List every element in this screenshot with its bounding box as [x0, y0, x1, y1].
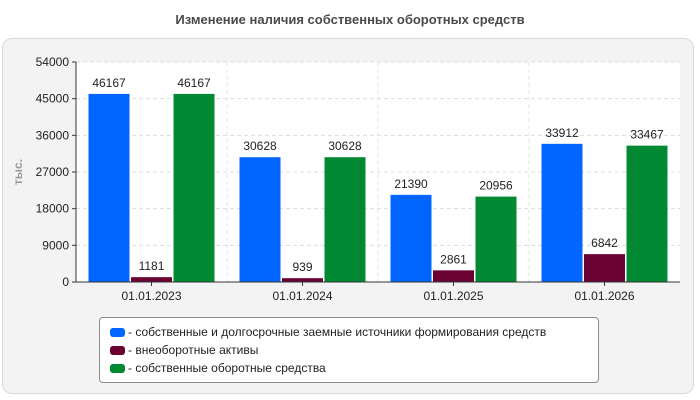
y-tick-label: 9000: [42, 238, 69, 252]
data-label: 939: [292, 260, 312, 274]
bar-2-2: [282, 278, 323, 282]
bar-3-2: [324, 157, 366, 282]
legend-swatch-working-capital: [110, 363, 125, 373]
x-tick-label: 01.01.2023: [121, 289, 181, 303]
chart-title: Изменение наличия собственных оборотных …: [175, 12, 525, 27]
bar-1-3: [390, 194, 432, 282]
y-tick-label: 27000: [36, 165, 70, 179]
legend-item-sources: - собственные и долгосрочные заемные ист…: [110, 323, 598, 341]
data-label: 46167: [177, 76, 211, 90]
bar-1-2: [239, 157, 281, 282]
bar-2-3: [433, 270, 474, 282]
y-tick-label: 36000: [36, 128, 70, 142]
y-axis-label: тыс.: [11, 159, 25, 185]
y-tick-label: 18000: [36, 202, 70, 216]
bar-3-3: [475, 196, 517, 282]
legend-label-noncurrent-assets: - внеоборотные активы: [128, 343, 259, 357]
legend-item-working-capital: - собственные оборотные средства: [110, 359, 598, 377]
data-label: 2861: [440, 252, 467, 266]
legend-item-noncurrent-assets: - внеоборотные активы: [110, 341, 598, 359]
bar-2-1: [131, 277, 172, 282]
x-tick-label: 01.01.2024: [272, 289, 332, 303]
data-label: 30628: [243, 139, 277, 153]
legend-swatch-sources: [110, 327, 125, 337]
y-tick-label: 54000: [36, 55, 70, 69]
bar-3-1: [173, 93, 215, 282]
x-tick-label: 01.01.2026: [574, 289, 634, 303]
legend-label-sources: - собственные и долгосрочные заемные ист…: [128, 325, 547, 339]
data-label: 1181: [139, 259, 165, 273]
chart-legend: - собственные и долгосрочные заемные ист…: [99, 317, 599, 383]
legend-swatch-noncurrent-assets: [110, 345, 125, 355]
y-tick-label: 0: [62, 275, 69, 289]
data-label: 33467: [630, 128, 664, 142]
bar-2-4: [584, 254, 625, 282]
bar-1-4: [541, 143, 583, 282]
data-label: 21390: [394, 177, 428, 191]
data-label: 30628: [328, 139, 362, 153]
data-label: 33912: [545, 126, 579, 140]
legend-label-working-capital: - собственные оборотные средства: [128, 361, 326, 375]
data-label: 46167: [92, 76, 126, 90]
y-tick-label: 45000: [36, 92, 70, 106]
bar-3-4: [626, 145, 668, 282]
data-label: 20956: [479, 179, 513, 193]
x-tick-label: 01.01.2025: [423, 289, 483, 303]
bar-1-1: [88, 93, 130, 282]
data-label: 6842: [591, 236, 618, 250]
